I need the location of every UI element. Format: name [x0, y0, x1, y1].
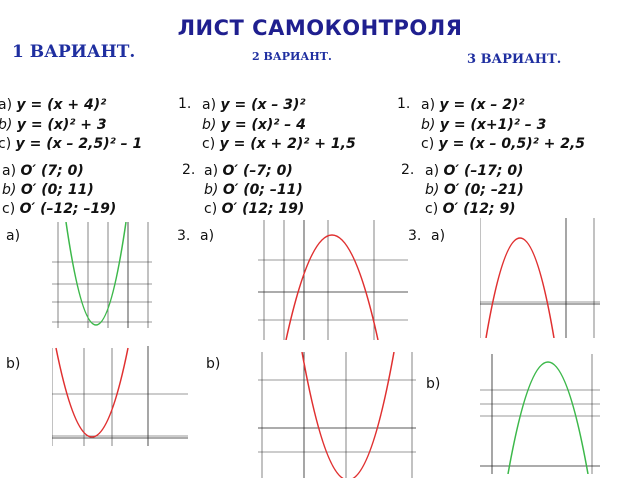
v1-graph-a-grid [52, 222, 152, 328]
v2-graph-a-curve [285, 234, 379, 340]
v2-task2-b-point: O′ (0; –11) [222, 182, 303, 198]
v3-task2-c: c) O′ (12; 9) [425, 200, 516, 218]
v2-task1-b-equation: y = (x)² – 4 [220, 117, 306, 133]
v3-graph-b-curve [507, 361, 589, 474]
v1-task2-a: a) O′ (7; 0) [2, 162, 84, 180]
v1-task2-b: b) O′ (0; 11) [2, 181, 94, 199]
v2-task2-b-label: b) [204, 182, 219, 198]
v3-task2-c-label: c) [425, 201, 439, 217]
v2-task2-c-point: O′ (12; 19) [221, 201, 305, 217]
v1-task1-c-equation: y = (x – 2,5)² – 1 [15, 136, 143, 152]
v3-task1-b-equation: y = (x+1)² – 3 [439, 117, 547, 133]
v1-task2-b-label: b) [2, 182, 17, 198]
v2-task1-c: c) y = (x + 2)² + 1,5 [202, 135, 356, 153]
v3-graph-a-curve [485, 237, 555, 338]
v1-task1-a: a) y = (x + 4)² [0, 96, 106, 114]
v2-task2-b: b) O′ (0; –11) [204, 181, 303, 199]
v3-task1-c-label: c) [421, 136, 435, 152]
v3-task1-a-equation: y = (x – 2)² [439, 97, 525, 113]
v3-task2-number: 2. [401, 162, 415, 178]
v1-graph-b-grid [52, 348, 188, 446]
v3-task2-a-label: a) [425, 163, 440, 179]
v2-task3-b-label: b) [206, 356, 221, 372]
v2-task1-c-label: c) [202, 136, 216, 152]
v2-task2-c: c) O′ (12; 19) [204, 200, 304, 218]
v2-task2-a: a) O′ (–7; 0) [204, 162, 293, 180]
v3-task2-b-point: O′ (0; –21) [443, 182, 524, 198]
v1-task2-a-point: O′ (7; 0) [20, 163, 84, 179]
v1-task1-c: c) y = (x – 2,5)² – 1 [0, 135, 142, 153]
v3-graph-a-grid [480, 218, 600, 338]
v2-graph-a-plot [258, 220, 408, 340]
v3-graph-b-plot [480, 354, 600, 474]
v1-task2-c-label: c) [2, 201, 16, 217]
v3-task1-c-equation: y = (x – 0,5)² + 2,5 [438, 136, 586, 152]
v3-task1-a: a) y = (x – 2)² [421, 96, 525, 114]
v2-graph-b-plot [258, 352, 416, 478]
v1-graph-b [52, 346, 188, 446]
v3-task3-b-label: b) [426, 376, 441, 392]
v2-graph-b [258, 352, 416, 478]
v3-task2-b-label: b) [425, 182, 440, 198]
v1-task1-b: b) y = (x)² + 3 [0, 116, 107, 134]
v1-task2-c: c) O′ (–12; –19) [2, 200, 116, 218]
v2-graph-b-curve [301, 352, 395, 478]
variant-3-heading: 3 ВАРИАНТ. [467, 52, 562, 67]
v1-graph-b-plot [52, 346, 188, 446]
v2-task3-a-label: a) [200, 228, 215, 244]
v3-graph-a [480, 218, 600, 338]
v1-task2-a-label: a) [2, 163, 17, 179]
v2-task1-a: a) y = (x – 3)² [202, 96, 306, 114]
v2-task3-number: 3. [177, 228, 191, 244]
v1-task1-a-equation: y = (x + 4)² [16, 97, 107, 113]
v2-task2-a-label: a) [204, 163, 219, 179]
v3-task2-c-point: O′ (12; 9) [442, 201, 516, 217]
v3-task1-number: 1. [397, 96, 411, 112]
v2-task2-a-point: O′ (–7; 0) [222, 163, 293, 179]
v3-task2-a: a) O′ (–17; 0) [425, 162, 523, 180]
v2-task1-number: 1. [178, 96, 192, 112]
variant-1-heading: 1 ВАРИАНТ. [12, 42, 136, 62]
v1-graph-a-curve [65, 222, 127, 326]
v2-task2-number: 2. [182, 162, 196, 178]
v2-task1-b-label: b) [202, 117, 217, 133]
v1-graph-a-plot [52, 222, 152, 328]
v3-graph-a-plot [480, 218, 600, 338]
v1-task1-a-label: a) [0, 97, 13, 113]
v2-graph-a-grid [258, 220, 408, 340]
v3-task1-b-label: b) [421, 117, 436, 133]
page-title: ЛИСТ САМОКОНТРОЛЯ [177, 16, 463, 40]
v1-graph-b-curve [55, 347, 129, 438]
v3-graph-b-grid [480, 354, 600, 474]
v3-task3-number: 3. [408, 228, 422, 244]
v1-task2-b-point: O′ (0; 11) [20, 182, 94, 198]
variant-2-heading: 2 ВАРИАНТ. [252, 50, 332, 63]
v1-task3-b-label: b) [6, 356, 21, 372]
v1-task1-b-label: b) [0, 117, 13, 133]
v2-task1-a-label: a) [202, 97, 217, 113]
v3-task1-a-label: a) [421, 97, 436, 113]
v3-task2-a-point: O′ (–17; 0) [443, 163, 524, 179]
v1-task1-c-label: c) [0, 136, 12, 152]
v2-graph-a [258, 220, 408, 340]
v1-graph-a [52, 222, 152, 328]
v2-task1-b: b) y = (x)² – 4 [202, 116, 306, 134]
v1-task3-a-label: a) [6, 228, 21, 244]
v3-task3-a-label: a) [431, 228, 446, 244]
v3-task2-b: b) O′ (0; –21) [425, 181, 524, 199]
v2-graph-b-grid [258, 352, 416, 478]
v3-task1-c: c) y = (x – 0,5)² + 2,5 [421, 135, 585, 153]
v3-task1-b: b) y = (x+1)² – 3 [421, 116, 546, 134]
v1-task1-b-equation: y = (x)² + 3 [16, 117, 107, 133]
v2-task2-c-label: c) [204, 201, 218, 217]
v1-task2-c-point: O′ (–12; –19) [19, 201, 117, 217]
v2-task1-c-equation: y = (x + 2)² + 1,5 [219, 136, 356, 152]
v2-task1-a-equation: y = (x – 3)² [220, 97, 306, 113]
v3-graph-b [480, 354, 600, 474]
